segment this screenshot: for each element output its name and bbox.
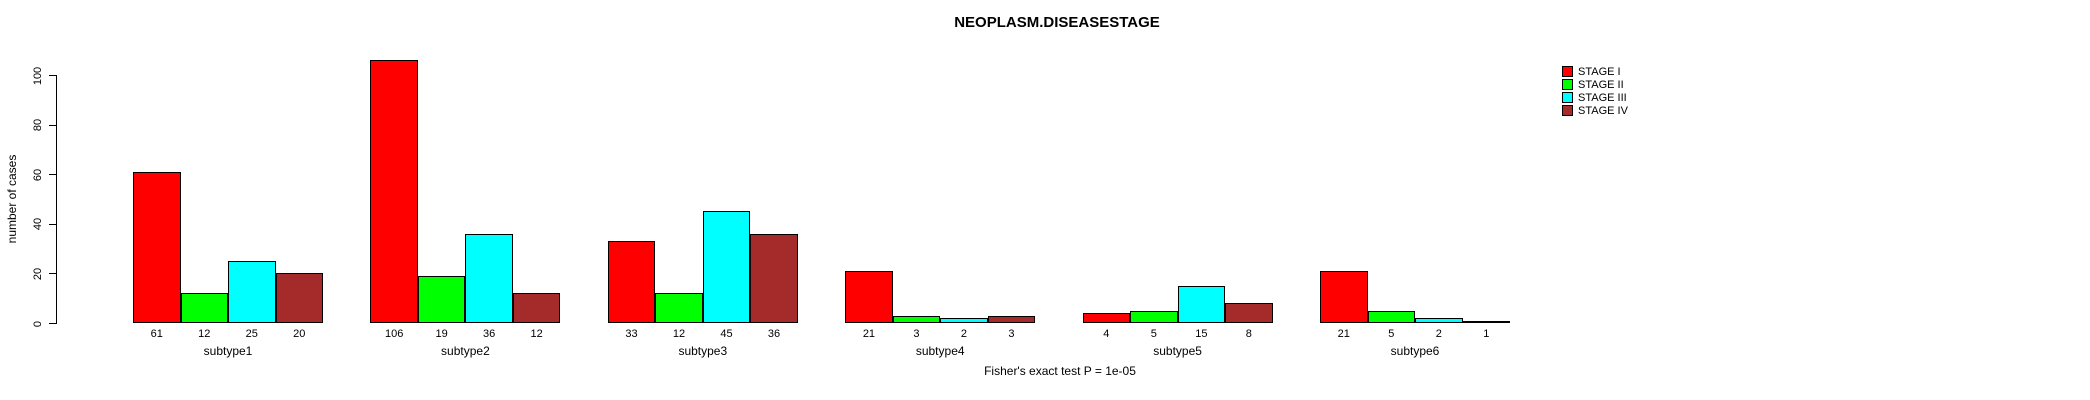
chart-title: NEOPLASM.DISEASESTAGE xyxy=(954,14,1160,31)
legend: STAGE I STAGE II STAGE III STAGE IV xyxy=(1562,65,1628,117)
y-tick-mark xyxy=(49,273,56,275)
bar-subtype2-stage-iii xyxy=(465,233,513,323)
bar-subtype6-stage-ii xyxy=(1367,310,1415,323)
bar-value-label: 19 xyxy=(435,328,448,340)
legend-item-stage-iv: STAGE IV xyxy=(1562,104,1628,117)
bar-subtype4-stage-iii xyxy=(940,318,988,323)
bar-subtype5-stage-iv xyxy=(1225,303,1273,323)
legend-label: STAGE IV xyxy=(1578,104,1628,117)
legend-item-stage-ii: STAGE II xyxy=(1562,78,1628,91)
bar-subtype3-stage-ii xyxy=(655,293,703,323)
bar-value-label: 5 xyxy=(1150,328,1157,340)
y-tick-mark xyxy=(49,174,56,176)
y-tick-label: 0 xyxy=(32,320,44,327)
bar-value-label: 106 xyxy=(384,328,404,340)
bar-value-label: 12 xyxy=(672,328,686,340)
legend-label: STAGE I xyxy=(1578,65,1621,78)
bar-value-label: 1 xyxy=(1483,328,1490,340)
bar-subtype5-stage-iii xyxy=(1177,285,1226,323)
legend-item-stage-iii: STAGE III xyxy=(1562,91,1628,104)
bar-value-label: 45 xyxy=(720,328,733,340)
bar-subtype6-stage-iii xyxy=(1415,318,1463,323)
bar-subtype2-stage-i xyxy=(370,60,418,323)
bar-subtype6-stage-i xyxy=(1320,270,1368,323)
bar-subtype3-stage-iii xyxy=(702,211,751,323)
bar-subtype5-stage-i xyxy=(1082,313,1131,323)
y-tick-label: 20 xyxy=(32,267,44,281)
y-tick-label: 100 xyxy=(32,66,44,85)
x-category-label: subtype5 xyxy=(1153,344,1202,358)
bar-value-label: 4 xyxy=(1103,328,1110,340)
bar-subtype1-stage-iii xyxy=(228,261,276,323)
bar-value-label: 3 xyxy=(1008,328,1015,340)
y-tick-label: 40 xyxy=(32,218,44,231)
bar-value-label: 8 xyxy=(1245,328,1252,340)
bar-subtype2-stage-ii xyxy=(417,275,466,323)
y-tick-mark xyxy=(49,323,56,324)
bar-subtype5-stage-ii xyxy=(1130,310,1178,323)
bar-subtype1-stage-ii xyxy=(180,293,228,323)
bar-subtype2-stage-iv xyxy=(512,293,561,323)
y-tick-mark xyxy=(49,124,56,126)
bar-value-label: 2 xyxy=(960,328,967,340)
bar-value-label: 20 xyxy=(293,328,306,340)
legend-label: STAGE II xyxy=(1578,78,1624,91)
bar-subtype4-stage-iv xyxy=(987,315,1036,323)
bar-value-label: 3 xyxy=(913,328,920,340)
legend-label: STAGE III xyxy=(1578,91,1627,104)
legend-item-stage-i: STAGE I xyxy=(1562,65,1628,78)
x-category-label: subtype3 xyxy=(678,344,728,358)
legend-swatch-icon xyxy=(1562,92,1573,103)
bar-value-label: 15 xyxy=(1195,328,1208,340)
y-tick-label: 80 xyxy=(32,118,44,132)
y-tick-mark xyxy=(49,223,56,225)
y-tick-label: 60 xyxy=(32,168,44,181)
bar-subtype1-stage-i xyxy=(133,171,181,323)
x-category-label: subtype2 xyxy=(441,344,490,358)
bar-value-label: 12 xyxy=(198,328,211,340)
fisher-test-annotation: Fisher's exact test P = 1e-05 xyxy=(984,364,1136,378)
bar-subtype4-stage-i xyxy=(845,270,893,323)
bar-value-label: 61 xyxy=(150,328,163,340)
bar-value-label: 25 xyxy=(245,328,258,340)
legend-swatch-icon xyxy=(1562,105,1573,116)
y-axis-label: number of cases xyxy=(5,154,19,244)
bar-subtype3-stage-i xyxy=(607,241,656,323)
bar-value-label: 33 xyxy=(625,328,638,340)
bar-value-label: 12 xyxy=(530,328,543,340)
y-tick-mark xyxy=(49,75,56,76)
bar-subtype3-stage-iv xyxy=(750,233,798,323)
x-category-label: subtype4 xyxy=(915,344,965,358)
x-category-label: subtype1 xyxy=(203,344,253,358)
bar-subtype1-stage-iv xyxy=(275,273,323,323)
bar-value-label: 36 xyxy=(767,328,781,340)
legend-swatch-icon xyxy=(1562,79,1573,90)
bar-value-label: 5 xyxy=(1388,328,1395,340)
x-category-label: subtype6 xyxy=(1390,344,1440,358)
y-axis-line xyxy=(56,75,57,324)
legend-swatch-icon xyxy=(1562,66,1573,77)
bar-subtype6-stage-iv xyxy=(1462,320,1510,323)
bar-value-label: 36 xyxy=(483,328,496,340)
bar-value-label: 2 xyxy=(1435,328,1442,340)
bar-value-label: 21 xyxy=(1337,328,1350,340)
bar-value-label: 21 xyxy=(862,328,876,340)
bar-subtype4-stage-ii xyxy=(892,315,941,323)
